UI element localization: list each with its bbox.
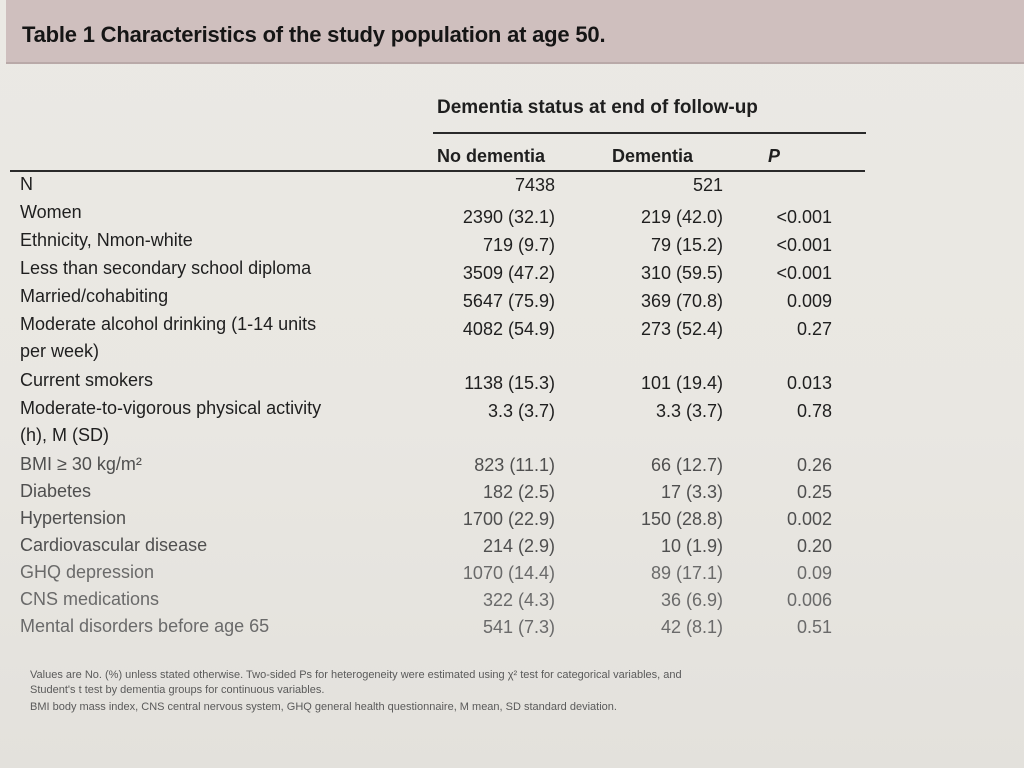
cell-no-dementia: 5647 (75.9)	[462, 291, 555, 311]
cell-p-value: <0.001	[776, 207, 832, 227]
cell-dementia: 10 (1.9)	[660, 536, 723, 556]
cell-p-value: 0.002	[786, 509, 832, 529]
cell-dementia: 89 (17.1)	[650, 563, 723, 583]
row-label: Married/cohabiting	[20, 286, 169, 306]
row-label: CNS medications	[20, 589, 160, 609]
cell-p-value: <0.001	[776, 235, 832, 255]
cell-no-dementia: 3509 (47.2)	[462, 263, 555, 283]
cell-no-dementia: 182 (2.5)	[482, 482, 555, 502]
cell-p-value: 0.25	[796, 482, 832, 502]
cell-dementia: 36 (6.9)	[660, 590, 723, 610]
row-label: GHQ depression	[20, 562, 155, 582]
cell-p-value: 0.20	[796, 536, 832, 556]
cell-no-dementia: 823 (11.1)	[474, 455, 555, 475]
cell-p-value: 0.78	[796, 401, 832, 421]
row-label: Women	[20, 202, 82, 222]
cell-dementia: 273 (52.4)	[640, 319, 723, 339]
cell-dementia: 101 (19.4)	[640, 373, 723, 393]
cell-dementia: 150 (28.8)	[640, 509, 723, 529]
group-header: Dementia status at end of follow-up	[437, 97, 758, 118]
cell-p-value: 0.009	[786, 291, 832, 311]
cell-dementia: 79 (15.2)	[650, 235, 723, 255]
cell-p-value: <0.001	[776, 263, 832, 283]
row-label: Diabetes	[20, 481, 92, 501]
row-label: Hypertension	[20, 508, 127, 528]
row-label: Less than secondary school diploma	[20, 258, 312, 278]
group-header-rule	[433, 132, 866, 134]
header-rule	[10, 170, 865, 172]
cell-dementia: 42 (8.1)	[660, 617, 723, 637]
cell-dementia: 3.3 (3.7)	[655, 401, 723, 421]
cell-no-dementia: 1070 (14.4)	[462, 563, 555, 583]
cell-no-dementia: 1700 (22.9)	[462, 509, 555, 529]
cell-p-value: 0.006	[786, 590, 832, 610]
cell-dementia: 369 (70.8)	[640, 291, 723, 311]
row-label: Moderate-to-vigorous physical activity	[20, 398, 322, 418]
row-label: BMI ≥ 30 kg/m²	[20, 454, 142, 474]
cell-p-value: 0.09	[796, 563, 832, 583]
cell-no-dementia: 3.3 (3.7)	[487, 401, 555, 421]
cell-dementia: 521	[692, 175, 723, 195]
cell-dementia: 310 (59.5)	[640, 263, 723, 283]
cell-no-dementia: 214 (2.9)	[482, 536, 555, 556]
cell-p-value: 0.013	[786, 373, 832, 393]
cell-no-dementia: 719 (9.7)	[482, 235, 555, 255]
cell-no-dementia: 322 (4.3)	[482, 590, 555, 610]
cell-no-dementia: 7438	[514, 175, 555, 195]
footnote: BMI body mass index, CNS central nervous…	[30, 701, 617, 713]
column-header-no-dementia: No dementia	[437, 146, 546, 166]
cell-dementia: 219 (42.0)	[640, 207, 723, 227]
cell-p-value: 0.51	[796, 617, 832, 637]
row-label: N	[20, 174, 33, 194]
cell-dementia: 17 (3.3)	[660, 482, 723, 502]
row-label: Current smokers	[20, 370, 154, 390]
table-title: Table 1 Characteristics of the study pop…	[22, 22, 606, 47]
column-header-p: P	[768, 146, 781, 166]
row-label-continuation: (h), M (SD)	[20, 425, 109, 445]
row-label-continuation: per week)	[20, 341, 100, 361]
cell-no-dementia: 2390 (32.1)	[462, 207, 555, 227]
cell-no-dementia: 1138 (15.3)	[464, 373, 555, 393]
column-header-dementia: Dementia	[612, 146, 694, 166]
cell-no-dementia: 541 (7.3)	[482, 617, 555, 637]
row-label: Cardiovascular disease	[20, 535, 208, 555]
cell-no-dementia: 4082 (54.9)	[462, 319, 555, 339]
footnote: Values are No. (%) unless stated otherwi…	[30, 669, 682, 681]
footnote: Student's t test by dementia groups for …	[30, 684, 325, 696]
cell-dementia: 66 (12.7)	[650, 455, 723, 475]
row-label: Mental disorders before age 65	[20, 616, 270, 636]
title-bar: Table 1 Characteristics of the study pop…	[6, 0, 1024, 64]
cell-p-value: 0.26	[796, 455, 832, 475]
row-label: Moderate alcohol drinking (1-14 units	[20, 314, 317, 334]
row-label: Ethnicity, Nmon-white	[20, 230, 193, 250]
cell-p-value: 0.27	[796, 319, 832, 339]
